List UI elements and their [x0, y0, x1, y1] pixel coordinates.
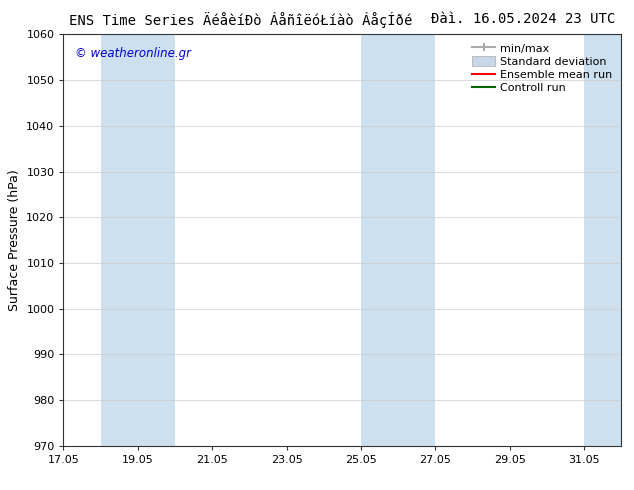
Bar: [361, 34, 436, 446]
Y-axis label: Surface Pressure (hPa): Surface Pressure (hPa): [8, 169, 21, 311]
Text: ENS Time Series ÄéåèíÐò ÁåñîëóŁíàò ÁåçÍðé: ENS Time Series ÄéåèíÐò ÁåñîëóŁíàò ÁåçÍð…: [69, 12, 413, 28]
Text: Đàì. 16.05.2024 23 UTC: Đàì. 16.05.2024 23 UTC: [430, 12, 615, 26]
Text: © weatheronline.gr: © weatheronline.gr: [75, 47, 191, 60]
Legend: min/max, Standard deviation, Ensemble mean run, Controll run: min/max, Standard deviation, Ensemble me…: [469, 40, 616, 97]
Bar: [584, 34, 634, 446]
Bar: [101, 34, 175, 446]
